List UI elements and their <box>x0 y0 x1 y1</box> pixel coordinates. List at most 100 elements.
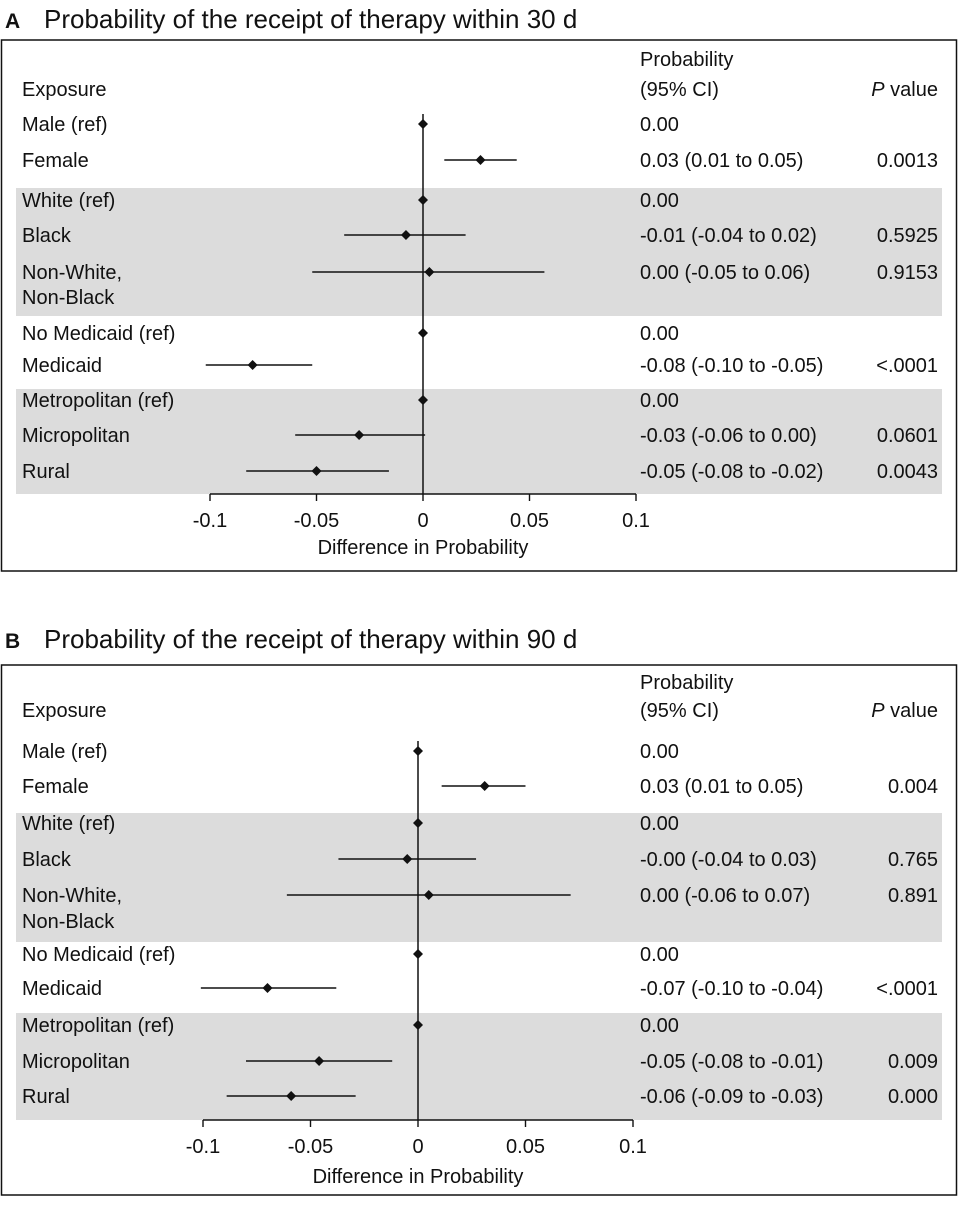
row-p-value: 0.009 <box>888 1051 938 1073</box>
row-p-value: 0.000 <box>888 1086 938 1108</box>
row-p-value: <.0001 <box>876 978 938 1000</box>
panel-title: Probability of the receipt of therapy wi… <box>44 4 577 34</box>
point-estimate <box>247 360 258 370</box>
point-estimate <box>423 890 434 900</box>
row-label: No Medicaid (ref) <box>22 944 175 966</box>
shaded-band <box>16 389 942 494</box>
row-label: Female <box>22 150 89 172</box>
point-estimate <box>400 230 411 240</box>
point-estimate <box>424 267 435 277</box>
row-label: Medicaid <box>22 978 102 1000</box>
point-estimate <box>418 119 428 129</box>
row-probability: -0.03 (-0.06 to 0.00) <box>640 425 817 447</box>
point-estimate <box>418 328 428 338</box>
point-estimate <box>475 155 486 165</box>
row-label: No Medicaid (ref) <box>22 323 175 345</box>
panel-frame <box>0 39 958 572</box>
row-label: Rural <box>22 461 70 483</box>
x-tick-label: 0.1 <box>622 510 650 532</box>
row-label: Black <box>22 225 72 247</box>
row-label: Female <box>22 776 89 798</box>
shaded-band <box>16 1013 942 1120</box>
row-probability: 0.00 <box>640 190 679 212</box>
row-p-value: 0.004 <box>888 776 938 798</box>
point-estimate <box>479 781 490 791</box>
row-p-value: 0.0043 <box>877 461 938 483</box>
row-p-value: 0.0013 <box>877 150 938 172</box>
header-p-value: P value <box>871 700 938 722</box>
row-label: Male (ref) <box>22 114 108 136</box>
point-estimate <box>413 1020 423 1030</box>
row-label: Male (ref) <box>22 741 108 763</box>
row-probability: 0.00 <box>640 813 679 835</box>
row-probability: -0.07 (-0.10 to -0.04) <box>640 978 823 1000</box>
header-p-letter: P <box>871 79 885 101</box>
header-exposure: Exposure <box>22 79 107 101</box>
x-tick-label: -0.1 <box>186 1136 220 1158</box>
row-label: White (ref) <box>22 813 115 835</box>
row-probability: -0.05 (-0.08 to -0.02) <box>640 461 823 483</box>
row-label: White (ref) <box>22 190 115 212</box>
row-probability: -0.05 (-0.08 to -0.01) <box>640 1051 823 1073</box>
row-p-value: 0.891 <box>888 885 938 907</box>
row-probability: 0.00 <box>640 390 679 412</box>
row-probability: 0.00 <box>640 944 679 966</box>
row-label: Metropolitan (ref) <box>22 390 174 412</box>
row-probability: 0.00 <box>640 114 679 136</box>
row-label: Non-White, <box>22 262 122 284</box>
row-probability: 0.03 (0.01 to 0.05) <box>640 150 803 172</box>
row-p-value: 0.9153 <box>877 262 938 284</box>
header-p-rest: value <box>885 700 938 722</box>
row-probability: -0.08 (-0.10 to -0.05) <box>640 355 823 377</box>
header-ci: (95% CI) <box>640 79 719 101</box>
row-p-value: <.0001 <box>876 355 938 377</box>
row-p-value: 0.5925 <box>877 225 938 247</box>
x-tick-label: -0.1 <box>193 510 227 532</box>
point-estimate <box>262 983 273 993</box>
header-p-value: P value <box>871 79 938 101</box>
panel-frame <box>0 664 958 1196</box>
header-p-rest: value <box>885 79 938 101</box>
point-estimate <box>418 395 428 405</box>
row-label: Metropolitan (ref) <box>22 1015 174 1037</box>
panel-letter: B <box>5 630 20 653</box>
x-tick-label: -0.05 <box>288 1136 334 1158</box>
row-probability: 0.00 <box>640 323 679 345</box>
point-estimate <box>413 818 423 828</box>
row-label: Black <box>22 849 72 871</box>
point-estimate <box>402 854 413 864</box>
row-label: Medicaid <box>22 355 102 377</box>
x-tick-label: 0.1 <box>619 1136 647 1158</box>
row-probability: 0.00 (-0.06 to 0.07) <box>640 885 810 907</box>
row-label: Non-White, <box>22 885 122 907</box>
x-tick-label: 0 <box>417 510 428 532</box>
row-label: Micropolitan <box>22 425 130 447</box>
point-estimate <box>311 466 322 476</box>
row-probability: 0.03 (0.01 to 0.05) <box>640 776 803 798</box>
point-estimate <box>418 195 428 205</box>
row-label: Non-Black <box>22 287 115 309</box>
row-p-value: 0.765 <box>888 849 938 871</box>
x-axis-label: Difference in Probability <box>318 537 529 559</box>
row-probability: -0.01 (-0.04 to 0.02) <box>640 225 817 247</box>
point-estimate <box>314 1056 325 1066</box>
header-ci: (95% CI) <box>640 700 719 722</box>
point-estimate <box>413 949 423 959</box>
row-p-value: 0.0601 <box>877 425 938 447</box>
row-probability: 0.00 (-0.05 to 0.06) <box>640 262 810 284</box>
point-estimate <box>413 746 423 756</box>
x-tick-label: 0.05 <box>506 1136 545 1158</box>
x-tick-label: -0.05 <box>294 510 340 532</box>
row-label: Non-Black <box>22 911 115 933</box>
panel-title: Probability of the receipt of therapy wi… <box>44 624 577 654</box>
point-estimate <box>286 1091 297 1101</box>
x-tick-label: 0.05 <box>510 510 549 532</box>
panel-a: A Probability of the receipt of therapy w… <box>0 4 958 572</box>
header-exposure: Exposure <box>22 700 107 722</box>
point-estimate <box>354 430 365 440</box>
row-probability: 0.00 <box>640 741 679 763</box>
panel-letter: A <box>5 10 20 33</box>
header-probability: Probability <box>640 672 733 694</box>
panel-b: B Probability of the receipt of therapy w… <box>0 624 958 1196</box>
